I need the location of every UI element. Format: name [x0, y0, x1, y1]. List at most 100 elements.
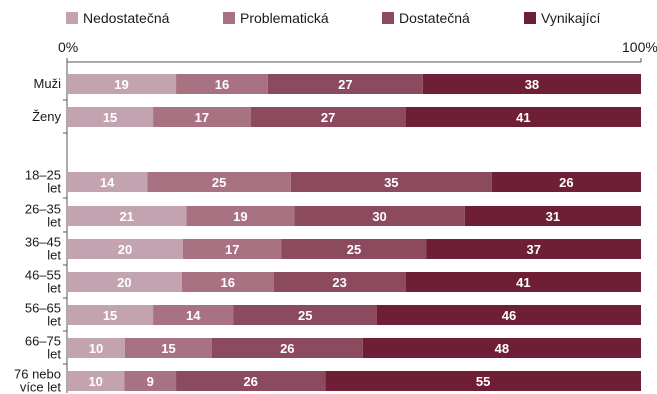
- data-label: 19: [233, 209, 247, 224]
- data-label: 14: [100, 175, 115, 190]
- legend-item-vynikajici: Vynikající: [524, 10, 600, 26]
- category-label: let: [47, 248, 61, 263]
- bar-segment: [67, 305, 154, 325]
- bar-segment: [250, 107, 406, 127]
- legend-label-dostatecna: Dostatečná: [399, 10, 470, 26]
- legend-label-nedostatecna: Nedostatečná: [83, 10, 170, 26]
- bar-segment: [67, 206, 187, 226]
- bar-segment: [67, 371, 125, 391]
- bar-segment: [147, 172, 291, 192]
- category-label: 18–25: [25, 168, 61, 183]
- bar-segment: [233, 305, 377, 325]
- data-label: 41: [516, 275, 530, 290]
- bar-segment: [124, 371, 177, 391]
- category-label: 36–45: [25, 235, 61, 250]
- data-label: 37: [527, 242, 541, 257]
- bar-segment: [362, 338, 641, 358]
- category-label: Ženy: [32, 109, 61, 124]
- category-label: let: [47, 314, 61, 329]
- data-label: 19: [114, 77, 128, 92]
- bar-segment: [182, 239, 282, 259]
- bar-segment: [426, 239, 641, 259]
- category-label: let: [47, 215, 61, 230]
- data-label: 55: [476, 374, 490, 389]
- bar-segment: [281, 239, 427, 259]
- bar-segment: [422, 74, 641, 94]
- bar-segment: [67, 338, 125, 358]
- data-label: 10: [88, 374, 102, 389]
- axis-tick-0: 0%: [58, 39, 79, 55]
- data-label: 21: [119, 209, 133, 224]
- category-label: let: [47, 347, 61, 362]
- data-label: 16: [215, 77, 229, 92]
- legend-item-problematicka: Problematická: [223, 10, 329, 26]
- data-label: 9: [147, 374, 154, 389]
- data-label: 41: [516, 110, 530, 125]
- bar-segment: [273, 272, 406, 292]
- legend-label-problematicka: Problematická: [240, 10, 329, 26]
- legend-item-nedostatecna: Nedostatečná: [66, 10, 169, 26]
- data-label: 20: [118, 242, 132, 257]
- bar-segment: [181, 272, 274, 292]
- category-label: 26–35: [25, 202, 61, 217]
- bar-segment: [211, 338, 363, 358]
- bar-segment: [405, 272, 641, 292]
- data-label: 38: [525, 77, 539, 92]
- bar-segment: [176, 74, 268, 94]
- bar-segment: [67, 172, 148, 192]
- bar-segment: [153, 305, 234, 325]
- bar-segment: [325, 371, 641, 391]
- bar-segment: [67, 74, 177, 94]
- category-label: let: [47, 181, 61, 196]
- bar-segment: [267, 74, 423, 94]
- data-label: 14: [186, 308, 201, 323]
- category-label: 56–65: [25, 301, 61, 316]
- bar-segment: [405, 107, 641, 127]
- data-label: 23: [332, 275, 346, 290]
- data-label: 26: [280, 341, 294, 356]
- data-label: 15: [103, 110, 117, 125]
- data-label: 17: [195, 110, 209, 125]
- axis-tick-100: 100%: [622, 39, 657, 55]
- legend-item-dostatecna: Dostatečná: [382, 10, 470, 26]
- bar-segment: [491, 172, 641, 192]
- legend: Nedostatečná Problematická Dostatečná Vy…: [0, 10, 657, 30]
- category-label: Muži: [34, 76, 62, 91]
- bar-segment: [176, 371, 326, 391]
- bar-segment: [67, 272, 182, 292]
- data-label: 10: [89, 341, 103, 356]
- bar-segment: [294, 206, 465, 226]
- data-label: 15: [161, 341, 175, 356]
- data-label: 26: [243, 374, 257, 389]
- data-label: 25: [347, 242, 361, 257]
- legend-label-vynikajici: Vynikající: [541, 10, 601, 26]
- category-label: 66–75: [25, 334, 61, 349]
- category-label: 46–55: [25, 268, 61, 283]
- bar-segment: [124, 338, 212, 358]
- bar-segment: [290, 172, 492, 192]
- category-label: let: [47, 281, 61, 296]
- bar-segment: [67, 239, 183, 259]
- data-label: 46: [502, 308, 516, 323]
- legend-swatch-vynikajici: [524, 12, 536, 24]
- legend-swatch-problematicka: [223, 12, 235, 24]
- bar-segment: [376, 305, 641, 325]
- bar-segment: [464, 206, 641, 226]
- data-label: 35: [384, 175, 398, 190]
- bar-segment: [67, 107, 154, 127]
- data-label: 20: [117, 275, 131, 290]
- category-label: 76 nebo: [14, 367, 61, 382]
- data-label: 17: [225, 242, 239, 257]
- data-label: 48: [495, 341, 509, 356]
- data-label: 30: [372, 209, 386, 224]
- data-label: 27: [321, 110, 335, 125]
- data-label: 15: [103, 308, 117, 323]
- data-label: 27: [338, 77, 352, 92]
- legend-swatch-nedostatecna: [66, 12, 78, 24]
- data-label: 25: [212, 175, 226, 190]
- data-label: 26: [559, 175, 573, 190]
- legend-swatch-dostatecna: [382, 12, 394, 24]
- category-label: více let: [20, 380, 62, 394]
